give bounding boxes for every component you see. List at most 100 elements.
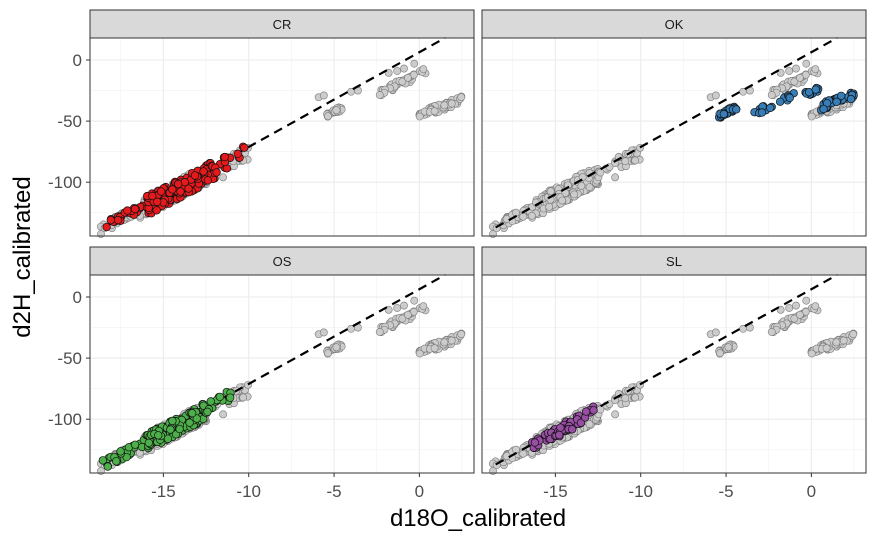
data-point-other: [347, 87, 356, 96]
data-point-other: [631, 393, 640, 402]
data-point-sl: [556, 423, 565, 432]
data-point-cr: [212, 168, 221, 177]
data-point-ok: [732, 105, 741, 114]
data-point-other: [631, 156, 640, 165]
panel-border: [89, 37, 475, 237]
data-point-other: [621, 157, 630, 166]
data-point-other: [447, 336, 456, 345]
data-point-os: [188, 409, 197, 418]
data-point-other: [822, 344, 831, 353]
data-point-sl: [568, 425, 577, 434]
data-point-other: [528, 211, 536, 220]
data-point-cr: [106, 216, 115, 225]
data-point-cr: [168, 185, 177, 194]
data-point-sl: [576, 418, 586, 427]
data-point-other: [430, 107, 439, 116]
y-tick-label: 0: [73, 51, 82, 70]
data-point-other: [546, 187, 555, 196]
data-point-ok: [719, 109, 728, 119]
data-point-os: [192, 414, 201, 423]
facet-panel-os: OS0-50-100-15 -10 -5 0: [48, 246, 475, 501]
data-point-ok: [776, 97, 785, 106]
data-point-cr: [148, 191, 157, 201]
data-point-other: [839, 336, 848, 345]
y-tick-label: 0: [73, 288, 82, 307]
data-point-other: [807, 112, 816, 121]
data-point-ok: [811, 85, 820, 94]
data-point-other: [711, 328, 720, 337]
data-point-other: [585, 420, 594, 429]
data-point-other: [790, 77, 799, 86]
data-point-other: [403, 73, 412, 82]
data-point-other: [795, 73, 804, 82]
data-point-os: [215, 392, 224, 402]
data-point-other: [785, 304, 794, 312]
panel-border: [481, 274, 867, 474]
data-point-os: [154, 431, 163, 440]
x-tick-label: -10: [628, 482, 653, 501]
data-point-os: [112, 457, 121, 466]
data-point-os: [103, 462, 112, 471]
data-point-other: [375, 91, 384, 99]
data-point-other: [611, 410, 620, 419]
panel-border: [481, 37, 867, 237]
data-point-sl: [530, 438, 540, 447]
data-point-other: [716, 349, 724, 358]
data-point-os: [206, 397, 215, 406]
data-point-cr: [220, 152, 229, 162]
y-tick-label: -50: [57, 349, 82, 368]
data-point-other: [219, 173, 228, 182]
data-point-other: [724, 343, 733, 352]
data-point-cr: [184, 184, 193, 193]
data-point-other: [347, 324, 356, 333]
data-point-other: [767, 91, 776, 99]
data-point-cr: [203, 176, 213, 185]
data-point-other: [219, 410, 228, 419]
data-point-other: [811, 302, 820, 311]
data-point-other: [785, 67, 794, 75]
panel-border: [89, 274, 475, 474]
x-tick-label: 0: [415, 482, 424, 501]
facet-panel-sl: SL -15 -10 -5 0: [481, 246, 867, 501]
data-point-other: [398, 314, 407, 323]
data-point-os: [225, 393, 235, 402]
y-tick-label: -50: [57, 112, 82, 131]
data-point-other: [621, 394, 630, 403]
data-point-other: [447, 99, 456, 108]
data-point-os: [166, 425, 175, 434]
data-point-os: [185, 418, 194, 427]
data-point-other: [811, 65, 820, 74]
data-point-other: [519, 212, 528, 221]
data-point-other: [577, 182, 586, 190]
data-point-other: [849, 330, 858, 339]
data-point-ok: [757, 108, 767, 117]
data-point-sl: [581, 407, 591, 416]
facet-strip-label: OS: [273, 254, 292, 269]
x-tick-label: -10: [236, 482, 261, 501]
y-tick-label: -100: [48, 173, 82, 192]
data-point-other: [319, 328, 328, 337]
data-point-other: [457, 330, 466, 339]
data-point-other: [792, 301, 800, 310]
data-point-other: [375, 328, 384, 336]
facet-strip: [89, 246, 475, 276]
data-point-ok: [785, 93, 794, 102]
facet-strip-label: OK: [665, 17, 684, 32]
data-point-other: [739, 324, 748, 333]
data-point-cr: [233, 149, 242, 158]
data-point-other: [415, 112, 424, 121]
data-point-cr: [102, 222, 111, 232]
data-point-other: [393, 304, 402, 312]
data-point-cr: [156, 187, 166, 196]
data-point-other: [596, 405, 605, 414]
facet-strip: [481, 246, 867, 276]
y-tick-label: -100: [48, 410, 82, 429]
data-point-other: [332, 343, 341, 352]
data-point-sl: [589, 406, 598, 415]
data-point-other: [611, 173, 620, 182]
data-point-other: [790, 314, 799, 323]
data-point-other: [415, 349, 424, 358]
data-point-other: [419, 302, 428, 311]
data-point-other: [332, 106, 341, 115]
